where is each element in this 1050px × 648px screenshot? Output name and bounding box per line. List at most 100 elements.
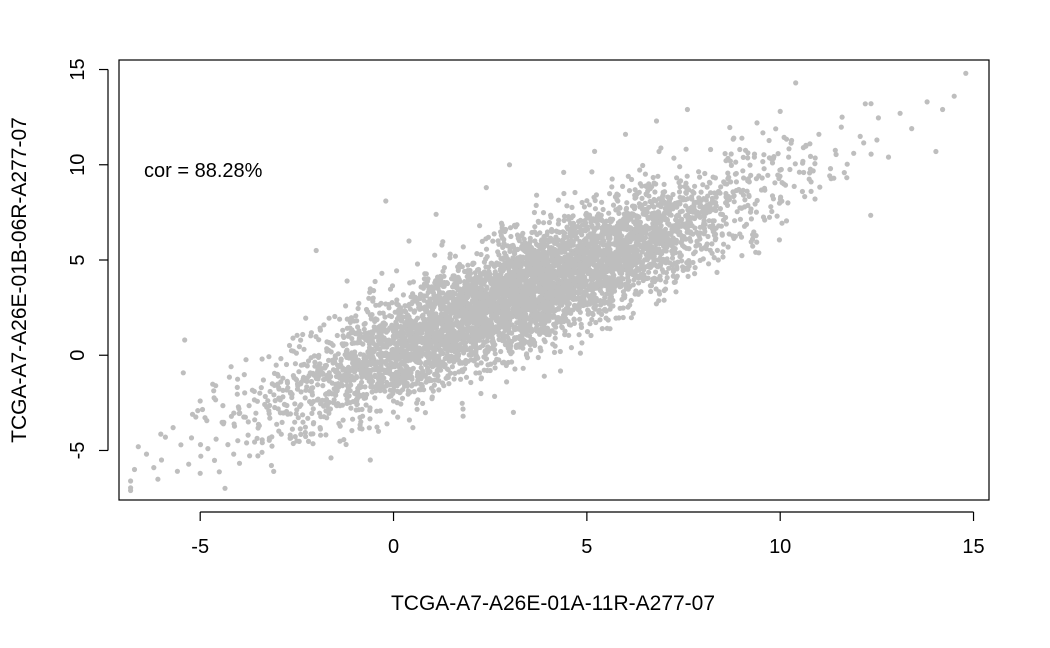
data-point-95 bbox=[785, 200, 791, 206]
cloud-point bbox=[276, 428, 282, 434]
cloud-point bbox=[584, 198, 590, 204]
cloud-point bbox=[375, 359, 381, 365]
cloud-point bbox=[713, 225, 719, 231]
cloud-point bbox=[511, 273, 517, 279]
cloud-point bbox=[730, 189, 736, 195]
cloud-point bbox=[527, 304, 533, 310]
cloud-point bbox=[404, 364, 410, 370]
cloud-point bbox=[561, 217, 567, 224]
cloud-point bbox=[531, 209, 538, 216]
cloud-point bbox=[677, 209, 683, 215]
cloud-point bbox=[841, 170, 847, 176]
cloud-point bbox=[775, 151, 781, 157]
cloud-point bbox=[384, 421, 390, 427]
cloud-point bbox=[676, 189, 683, 195]
cloud-point bbox=[812, 155, 818, 161]
cloud-point bbox=[309, 392, 315, 398]
cloud-point bbox=[426, 355, 432, 361]
cloud-point bbox=[188, 435, 195, 441]
cloud-point bbox=[235, 438, 241, 444]
cloud-point bbox=[773, 126, 779, 132]
cloud-point bbox=[517, 333, 523, 339]
cloud-point bbox=[590, 311, 596, 318]
cloud-point bbox=[349, 428, 355, 434]
data-point-86 bbox=[715, 257, 721, 263]
cloud-point bbox=[467, 345, 474, 351]
data-point-39 bbox=[379, 270, 385, 276]
point-cloud bbox=[128, 101, 939, 494]
cloud-point bbox=[322, 365, 328, 371]
cloud-point bbox=[143, 451, 150, 457]
cloud-point bbox=[576, 332, 582, 338]
cloud-point bbox=[560, 229, 566, 235]
cloud-point bbox=[302, 429, 308, 436]
cloud-point bbox=[293, 411, 299, 417]
cloud-point bbox=[723, 221, 729, 227]
cloud-point bbox=[704, 241, 710, 247]
cloud-point bbox=[514, 342, 520, 348]
cloud-point bbox=[376, 369, 382, 375]
cloud-point bbox=[584, 329, 591, 335]
cloud-point bbox=[787, 166, 793, 173]
cloud-point bbox=[577, 350, 584, 356]
cloud-point bbox=[381, 320, 387, 326]
cloud-point bbox=[555, 319, 561, 325]
cloud-point bbox=[796, 169, 803, 175]
cloud-point bbox=[492, 351, 498, 357]
cloud-point bbox=[741, 223, 748, 229]
cloud-point bbox=[774, 213, 780, 219]
cloud-point bbox=[382, 388, 388, 394]
cloud-point bbox=[772, 180, 778, 186]
cloud-point bbox=[460, 406, 466, 412]
cloud-point bbox=[933, 148, 939, 155]
cloud-point bbox=[647, 249, 653, 256]
cloud-point bbox=[213, 436, 219, 442]
cloud-point bbox=[597, 307, 603, 313]
cloud-point bbox=[618, 269, 624, 275]
cloud-point bbox=[340, 327, 346, 333]
data-point-54 bbox=[483, 185, 489, 191]
cloud-point bbox=[323, 432, 329, 438]
cloud-point bbox=[617, 205, 623, 211]
cloud-point bbox=[267, 402, 273, 409]
cloud-point bbox=[473, 346, 480, 352]
data-point-1 bbox=[131, 466, 138, 473]
cloud-point bbox=[581, 293, 587, 299]
cloud-point bbox=[698, 189, 704, 195]
cloud-point bbox=[429, 385, 435, 391]
cloud-point bbox=[697, 174, 703, 180]
cloud-point bbox=[604, 325, 610, 331]
cloud-point bbox=[462, 268, 468, 275]
cloud-point bbox=[221, 419, 227, 425]
cloud-point bbox=[580, 228, 586, 234]
cloud-point bbox=[313, 334, 319, 340]
cloud-point bbox=[512, 366, 518, 372]
cloud-point bbox=[373, 302, 379, 308]
cloud-point bbox=[195, 408, 201, 414]
cloud-point bbox=[645, 254, 651, 260]
cloud-point bbox=[463, 374, 470, 380]
cloud-point bbox=[445, 373, 451, 379]
cloud-point bbox=[639, 183, 645, 189]
cloud-point bbox=[391, 335, 397, 341]
cloud-point bbox=[509, 322, 515, 328]
cloud-point bbox=[707, 247, 713, 253]
cloud-point bbox=[253, 410, 259, 416]
cloud-point bbox=[728, 162, 735, 168]
cloud-point bbox=[489, 312, 495, 318]
data-point-51 bbox=[460, 413, 466, 419]
cloud-point bbox=[320, 370, 326, 376]
data-point-6 bbox=[170, 425, 176, 431]
cloud-point bbox=[633, 194, 639, 200]
cloud-point bbox=[405, 388, 411, 394]
cloud-point bbox=[258, 385, 264, 391]
cloud-point bbox=[537, 345, 543, 351]
cloud-point bbox=[741, 175, 747, 181]
cloud-point bbox=[348, 351, 354, 357]
cloud-point bbox=[466, 270, 472, 276]
cloud-point bbox=[692, 225, 698, 231]
cloud-point bbox=[237, 410, 243, 416]
cloud-point bbox=[577, 217, 584, 223]
cloud-point bbox=[225, 442, 231, 448]
cloud-point bbox=[292, 419, 298, 425]
